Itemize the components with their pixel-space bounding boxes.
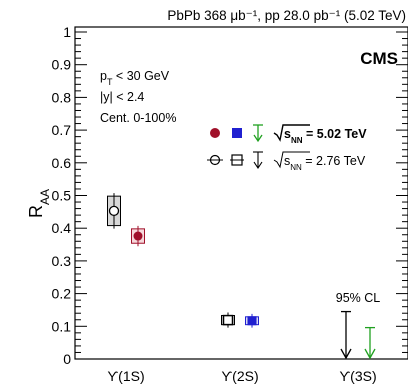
- y-tick-label: 0.5: [52, 188, 72, 204]
- data-point: [222, 314, 234, 326]
- plot-frame: [74, 26, 408, 360]
- cuts-block: pT < 30 GeV |y| < 2.4 Cent. 0-100%: [100, 69, 176, 125]
- sqrt-symbol: [273, 151, 310, 169]
- data-point: [133, 231, 143, 241]
- y-tick-label: 0.4: [52, 220, 72, 236]
- y-axis: 0 0.1 0.2 0.3 0.4 0.5 0.6 0.7 0.8 0.9 1: [52, 24, 408, 367]
- x-tick-label: ϒ(1S): [107, 368, 144, 384]
- y-tick-label: 0: [63, 351, 71, 367]
- cut-label: pT < 30 GeV: [100, 69, 170, 87]
- data-point: [108, 205, 120, 217]
- y-tick-label: 0.9: [52, 57, 72, 73]
- legend-arrow-head-502: [253, 134, 263, 143]
- legend-text: sNN = 5.02 TeV: [284, 127, 367, 145]
- y-tick-label: 0.1: [52, 318, 72, 334]
- cut-label: Cent. 0-100%: [100, 111, 176, 125]
- legend-label: sNN = 2.76 TeV: [273, 151, 366, 172]
- data-marks: [107, 193, 376, 360]
- legend-marker-2s-502: [232, 128, 242, 138]
- data-point: [247, 316, 257, 326]
- cut-label: |y| < 2.4: [100, 90, 144, 104]
- legend-arrow-head-276: [253, 161, 263, 169]
- y-tick-label: 0.8: [52, 89, 72, 105]
- legend-text: sNN = 2.76 TeV: [284, 154, 366, 172]
- x-tick-label: ϒ(3S): [339, 368, 376, 384]
- x-tick-label: ϒ(2S): [221, 368, 258, 384]
- legend-marker-1s-502: [210, 128, 220, 138]
- x-axis: ϒ(1S) ϒ(2S) ϒ(3S): [107, 368, 376, 384]
- y-tick-label: 0.7: [52, 122, 72, 138]
- upper-limit-arrow: [364, 348, 376, 360]
- y-axis-label: RAA: [26, 189, 52, 218]
- limit-label: 95% CL: [336, 291, 381, 305]
- y-tick-label: 0.3: [52, 253, 72, 269]
- y-label-text: RAA: [26, 189, 52, 218]
- legend: sNN = 5.02 TeV sNN = 2.76 TeV: [207, 124, 367, 172]
- y-tick-label: 0.6: [52, 155, 72, 171]
- top-label: PbPb 368 μb⁻¹, pp 28.0 pb⁻¹ (5.02 TeV): [167, 8, 406, 23]
- y-tick-label: 0.2: [52, 286, 72, 302]
- y-tick-label: 1: [63, 24, 71, 40]
- sqrt-symbol: [273, 124, 310, 142]
- upper-limit-arrow: [340, 348, 352, 360]
- experiment-label: CMS: [360, 49, 398, 68]
- legend-label: sNN = 5.02 TeV: [273, 124, 367, 145]
